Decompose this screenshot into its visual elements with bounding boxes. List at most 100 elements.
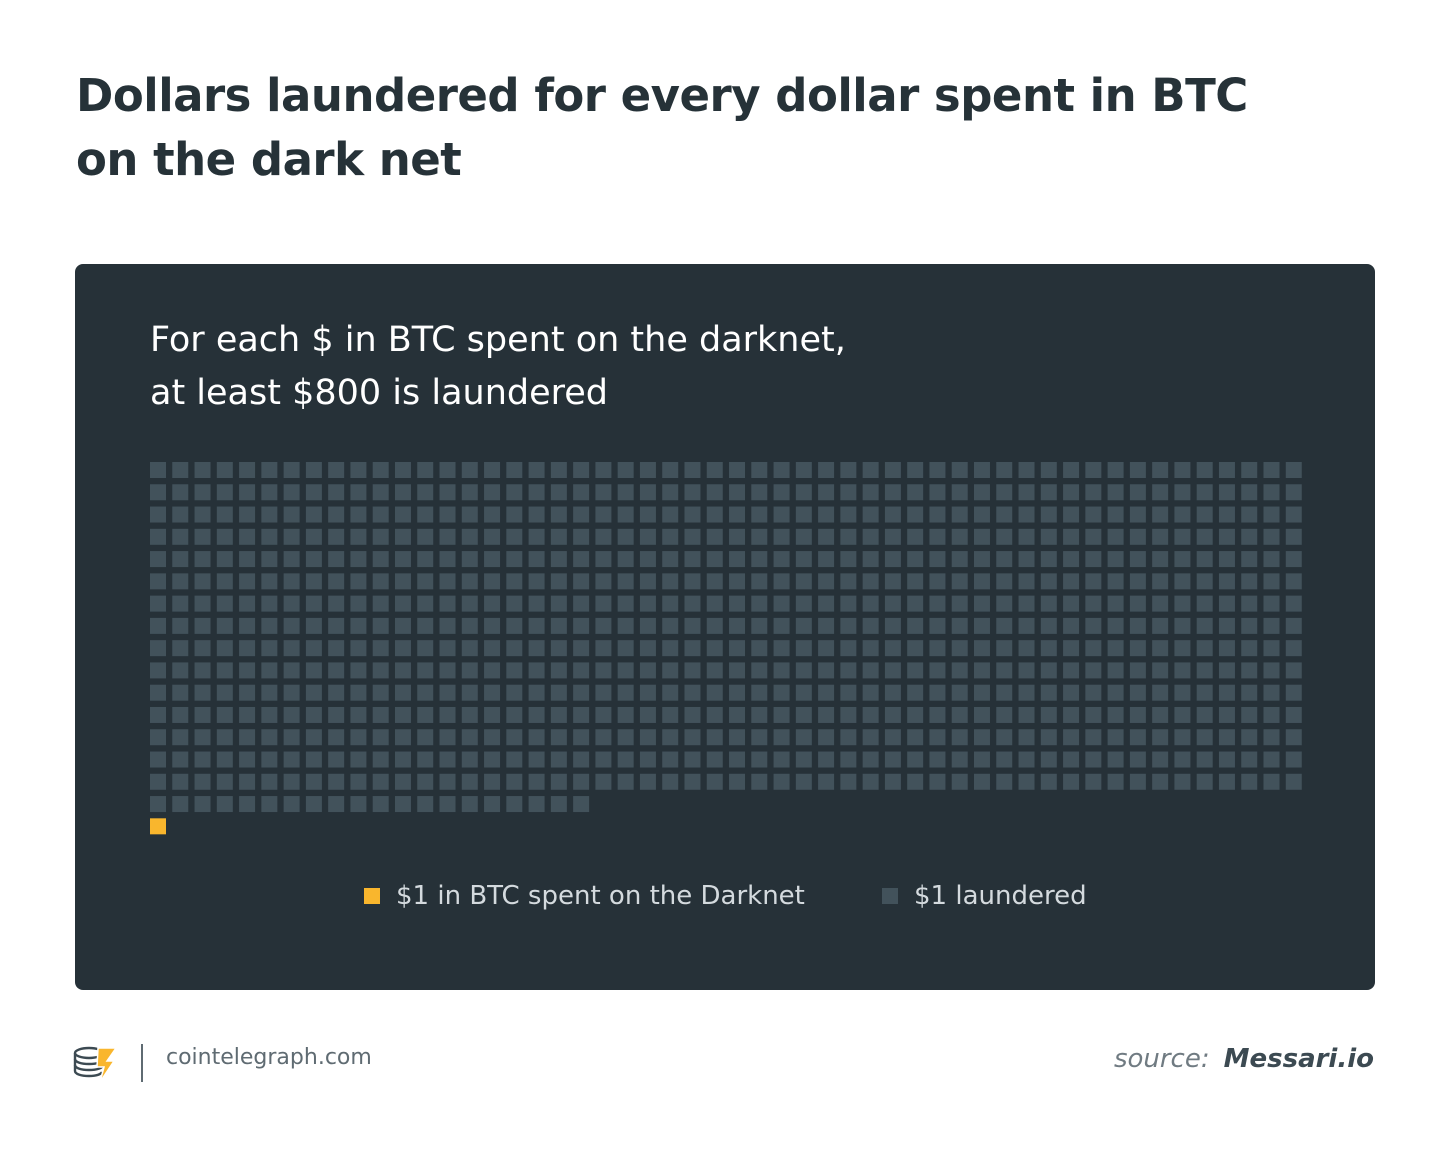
laundered-square bbox=[506, 595, 523, 612]
laundered-square bbox=[751, 528, 768, 545]
laundered-square bbox=[239, 528, 256, 545]
laundered-square bbox=[417, 640, 434, 657]
laundered-square bbox=[506, 506, 523, 523]
laundered-square bbox=[639, 462, 656, 478]
laundered-square bbox=[528, 617, 545, 634]
laundered-square bbox=[528, 462, 545, 478]
laundered-square bbox=[795, 595, 812, 612]
laundered-square bbox=[172, 506, 189, 523]
laundered-square bbox=[862, 773, 879, 790]
laundered-square bbox=[617, 573, 634, 590]
laundered-square bbox=[1218, 462, 1235, 478]
laundered-square bbox=[372, 684, 389, 701]
laundered-square bbox=[1263, 706, 1280, 723]
laundered-square bbox=[239, 773, 256, 790]
laundered-square bbox=[818, 551, 835, 568]
laundered-square bbox=[729, 640, 746, 657]
laundered-square bbox=[328, 796, 345, 813]
laundered-square bbox=[1241, 506, 1258, 523]
laundered-square bbox=[283, 662, 300, 679]
laundered-square bbox=[951, 506, 968, 523]
footer-site-link[interactable]: cointelegraph.com bbox=[166, 1045, 372, 1070]
laundered-square bbox=[729, 528, 746, 545]
laundered-square bbox=[528, 796, 545, 813]
laundered-square bbox=[550, 506, 567, 523]
laundered-square bbox=[528, 640, 545, 657]
laundered-square bbox=[1218, 617, 1235, 634]
laundered-square bbox=[639, 662, 656, 679]
laundered-square bbox=[328, 662, 345, 679]
laundered-square bbox=[662, 773, 679, 790]
laundered-square bbox=[150, 528, 166, 545]
laundered-square bbox=[150, 706, 166, 723]
laundered-square bbox=[1085, 729, 1102, 746]
laundered-square bbox=[795, 773, 812, 790]
laundered-square bbox=[884, 528, 901, 545]
laundered-square bbox=[550, 484, 567, 501]
laundered-square bbox=[194, 773, 211, 790]
laundered-square bbox=[907, 662, 924, 679]
laundered-square bbox=[684, 595, 701, 612]
laundered-square bbox=[1040, 506, 1057, 523]
laundered-square bbox=[1129, 684, 1146, 701]
laundered-square bbox=[305, 551, 322, 568]
laundered-square bbox=[1063, 528, 1080, 545]
laundered-square bbox=[372, 484, 389, 501]
laundered-square bbox=[1063, 484, 1080, 501]
laundered-square bbox=[1063, 617, 1080, 634]
laundered-square bbox=[929, 706, 946, 723]
laundered-square bbox=[729, 484, 746, 501]
laundered-square bbox=[461, 573, 478, 590]
laundered-square bbox=[194, 729, 211, 746]
laundered-square bbox=[1263, 617, 1280, 634]
laundered-square bbox=[1152, 528, 1169, 545]
laundered-square bbox=[1018, 729, 1035, 746]
laundered-square bbox=[372, 706, 389, 723]
laundered-square bbox=[484, 573, 501, 590]
laundered-square bbox=[840, 684, 857, 701]
chart-title-line-1: Dollars laundered for every dollar spent… bbox=[76, 69, 1248, 122]
laundered-square bbox=[350, 706, 367, 723]
laundered-square bbox=[795, 617, 812, 634]
laundered-square bbox=[639, 551, 656, 568]
laundered-square bbox=[372, 506, 389, 523]
laundered-square bbox=[751, 706, 768, 723]
laundered-square bbox=[1085, 751, 1102, 768]
laundered-square bbox=[573, 640, 590, 657]
laundered-square bbox=[1218, 506, 1235, 523]
laundered-square bbox=[439, 640, 456, 657]
laundered-square bbox=[973, 617, 990, 634]
laundered-square bbox=[372, 773, 389, 790]
laundered-square bbox=[1107, 617, 1124, 634]
chart-subtitle: For each $ in BTC spent on the darknet, … bbox=[150, 314, 846, 420]
laundered-square bbox=[1241, 684, 1258, 701]
laundered-square bbox=[1040, 595, 1057, 612]
laundered-square bbox=[884, 640, 901, 657]
laundered-square bbox=[973, 462, 990, 478]
laundered-square bbox=[1241, 528, 1258, 545]
laundered-square bbox=[1107, 706, 1124, 723]
laundered-square bbox=[818, 573, 835, 590]
laundered-square bbox=[1196, 462, 1213, 478]
laundered-square bbox=[662, 506, 679, 523]
laundered-square bbox=[394, 729, 411, 746]
laundered-square bbox=[617, 617, 634, 634]
laundered-square bbox=[1085, 573, 1102, 590]
laundered-square bbox=[372, 796, 389, 813]
laundered-square bbox=[350, 796, 367, 813]
laundered-square bbox=[172, 751, 189, 768]
laundered-square bbox=[1174, 617, 1191, 634]
laundered-square bbox=[239, 573, 256, 590]
laundered-square bbox=[1196, 729, 1213, 746]
laundered-square bbox=[261, 729, 278, 746]
laundered-square bbox=[1107, 773, 1124, 790]
legend-item-laundered: $1 laundered bbox=[882, 876, 1087, 916]
laundered-square bbox=[862, 729, 879, 746]
laundered-square bbox=[239, 617, 256, 634]
laundered-square bbox=[372, 551, 389, 568]
laundered-square bbox=[1152, 462, 1169, 478]
laundered-square bbox=[1218, 729, 1235, 746]
laundered-square bbox=[684, 706, 701, 723]
laundered-square bbox=[862, 573, 879, 590]
laundered-square bbox=[573, 662, 590, 679]
